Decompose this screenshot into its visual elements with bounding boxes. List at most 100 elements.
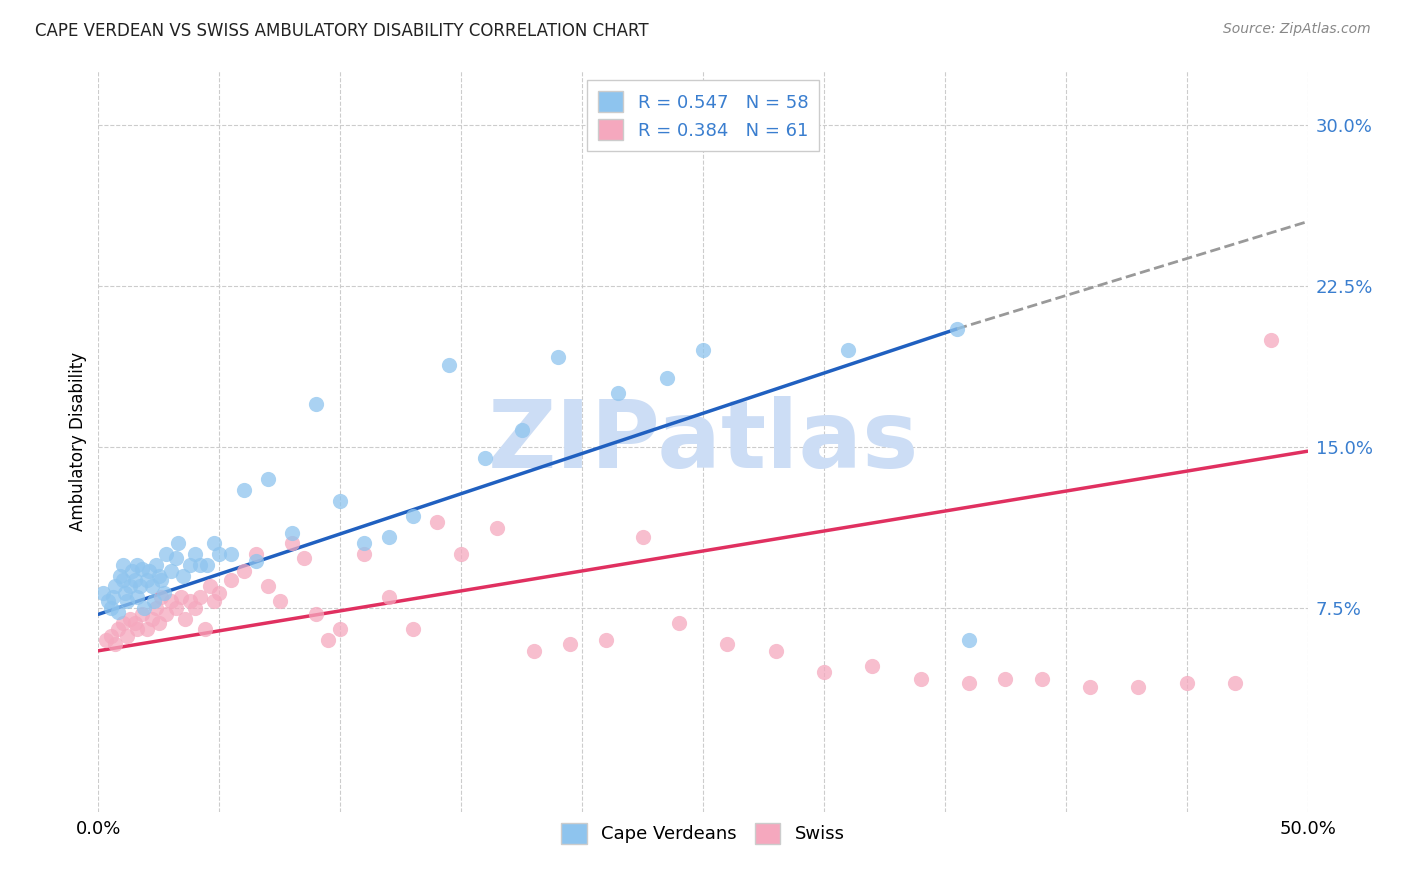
Point [1031, 672, 1053, 686]
Point [1128, 680, 1150, 694]
Text: CAPE VERDEAN VS SWISS AMBULATORY DISABILITY CORRELATION CHART: CAPE VERDEAN VS SWISS AMBULATORY DISABIL… [35, 22, 648, 40]
Point [655, 371, 678, 385]
Point [150, 573, 173, 587]
Point [107, 623, 129, 637]
Point [426, 515, 449, 529]
Point [121, 565, 143, 579]
Point [124, 615, 146, 630]
Point [486, 521, 509, 535]
Point [198, 579, 221, 593]
Point [108, 568, 131, 582]
Point [329, 493, 352, 508]
Point [104, 637, 127, 651]
Point [152, 586, 174, 600]
Point [165, 551, 187, 566]
Point [1223, 676, 1246, 690]
Point [716, 637, 738, 651]
Point [353, 536, 375, 550]
Point [143, 594, 166, 608]
Point [111, 615, 134, 630]
Point [221, 573, 243, 587]
Point [292, 551, 315, 566]
Point [305, 607, 328, 622]
Point [281, 525, 304, 540]
Point [101, 590, 124, 604]
Point [188, 558, 211, 572]
Point [837, 343, 859, 358]
Point [474, 450, 496, 465]
Point [111, 558, 134, 572]
Point [692, 343, 714, 358]
Point [860, 658, 883, 673]
Point [118, 579, 141, 593]
Point [910, 672, 932, 686]
Point [124, 573, 146, 587]
Point [256, 579, 278, 593]
Point [595, 633, 617, 648]
Point [208, 547, 231, 561]
Point [558, 637, 581, 651]
Point [145, 600, 167, 615]
Point [765, 644, 787, 658]
Point [169, 590, 191, 604]
Point [145, 558, 167, 572]
Point [813, 665, 835, 680]
Point [100, 600, 122, 615]
Point [148, 615, 170, 630]
Point [165, 600, 187, 615]
Y-axis label: Ambulatory Disability: Ambulatory Disability [69, 352, 87, 531]
Point [179, 594, 201, 608]
Point [138, 565, 160, 579]
Point [94, 633, 117, 648]
Point [150, 590, 173, 604]
Point [117, 629, 139, 643]
Point [232, 565, 254, 579]
Point [1260, 333, 1282, 347]
Point [1078, 680, 1101, 694]
Legend: Cape Verdeans, Swiss: Cape Verdeans, Swiss [551, 812, 855, 855]
Point [172, 568, 194, 582]
Point [131, 562, 153, 576]
Point [256, 472, 278, 486]
Point [204, 594, 226, 608]
Point [402, 623, 425, 637]
Point [510, 423, 533, 437]
Point [91, 586, 114, 600]
Point [194, 623, 217, 637]
Point [377, 530, 399, 544]
Point [141, 579, 163, 593]
Point [607, 386, 630, 401]
Point [97, 594, 120, 608]
Point [111, 573, 134, 587]
Point [131, 607, 153, 622]
Point [100, 629, 122, 643]
Point [547, 350, 569, 364]
Point [155, 607, 177, 622]
Point [946, 322, 969, 336]
Point [305, 397, 328, 411]
Point [127, 590, 149, 604]
Text: ZIPatlas: ZIPatlas [488, 395, 918, 488]
Point [128, 579, 150, 593]
Point [245, 554, 267, 568]
Point [141, 611, 163, 625]
Point [114, 586, 136, 600]
Point [160, 594, 183, 608]
Point [167, 536, 190, 550]
Point [148, 568, 170, 582]
Point [135, 623, 157, 637]
Point [245, 547, 267, 561]
Point [188, 590, 211, 604]
Point [631, 530, 654, 544]
Point [195, 558, 218, 572]
Point [127, 558, 149, 572]
Point [232, 483, 254, 497]
Point [174, 611, 197, 625]
Point [994, 672, 1017, 686]
Point [668, 615, 690, 630]
Point [221, 547, 243, 561]
Point [184, 600, 207, 615]
Point [316, 633, 339, 648]
Point [107, 605, 129, 619]
Point [134, 600, 156, 615]
